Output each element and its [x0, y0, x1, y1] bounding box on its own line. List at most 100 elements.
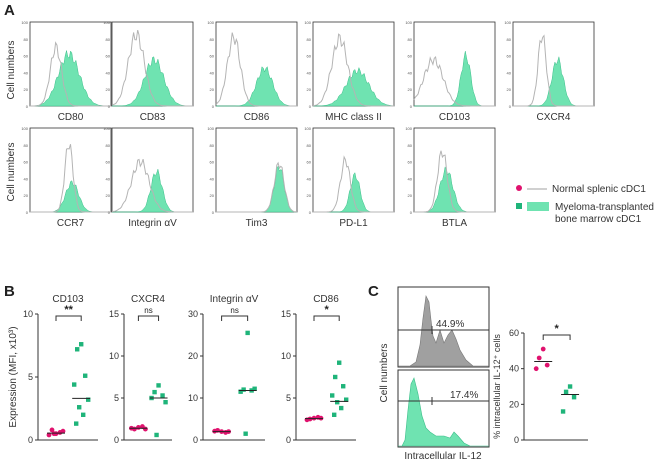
histogram-tick-label: 60 — [210, 54, 215, 59]
histogram-label: BTLA — [442, 218, 467, 229]
myeloma-point — [160, 393, 165, 398]
panel-c-top-frame — [397, 286, 490, 368]
histogram-tick-label: 0 — [309, 210, 312, 215]
histogram-mhc-class-ii: 0 20 40 60 80 100 MHC class II — [304, 20, 395, 123]
myeloma-point — [86, 397, 91, 402]
histogram-tick-label: 60 — [408, 160, 413, 165]
y-tick-label: 0 — [286, 435, 291, 445]
histogram-tick-label: 60 — [106, 160, 111, 165]
histogram-tick-label: 20 — [106, 193, 111, 198]
histogram-tick-label: 40 — [24, 70, 29, 75]
histogram-tick-label: 40 — [307, 176, 312, 181]
panel-a-row1-ylabel: Cell numbers — [6, 41, 17, 100]
histogram-tick-label: 40 — [307, 70, 312, 75]
myeloma-point — [72, 382, 77, 387]
histogram-tick-label: 80 — [210, 143, 215, 148]
y-tick-label: 0 — [114, 435, 119, 445]
legend-myeloma-label-2: bone marrow cDC1 — [555, 214, 642, 225]
scatter--intracellular-il-12-cells: 0 20 40 60 % intracellular IL-12⁺ cells * — [492, 323, 588, 445]
y-tick-label: 0 — [193, 435, 198, 445]
scatter-title: CXCR4 — [131, 294, 165, 305]
legend-normal-marker — [516, 185, 522, 191]
histogram-tick-label: 100 — [304, 20, 311, 25]
y-tick-label: 10 — [188, 393, 198, 403]
scatter-title: Integrin αV — [210, 294, 259, 305]
histogram-tick-label: 40 — [408, 176, 413, 181]
histogram-label: CXCR4 — [537, 112, 571, 123]
histogram-label: MHC class II — [325, 112, 382, 123]
panel-c-top-gate-label: 44.9% — [436, 319, 464, 330]
panel-c-bottom-gate-label: 17.4% — [450, 390, 478, 401]
panel-letter-b: B — [4, 283, 15, 300]
histogram-tick-label: 100 — [207, 126, 214, 131]
histogram-tick-label: 20 — [307, 193, 312, 198]
histogram-tick-label: 40 — [210, 70, 215, 75]
myeloma-point — [163, 400, 168, 405]
panel-a-row2-ylabel: Cell numbers — [6, 143, 17, 202]
myeloma-point — [567, 384, 573, 389]
histogram-label: Integrin αV — [128, 218, 177, 229]
myeloma-point — [79, 342, 84, 347]
histogram-tick-label: 20 — [408, 87, 413, 92]
normal-histogram — [30, 41, 111, 107]
histogram-tick-label: 20 — [408, 193, 413, 198]
y-tick-label: 15 — [109, 309, 119, 319]
y-tick-label: 20 — [188, 351, 198, 361]
y-tick-label: 30 — [188, 309, 198, 319]
scatter-cd103: 0 5 10 CD103** — [23, 294, 98, 445]
myeloma-histogram — [29, 50, 111, 107]
myeloma-histogram — [216, 66, 297, 107]
legend-myeloma-marker — [516, 203, 522, 209]
significance-label: ns — [230, 306, 238, 315]
histogram-label: CCR7 — [57, 218, 85, 229]
myeloma-point — [81, 412, 86, 417]
histogram-tick-label: 0 — [410, 210, 413, 215]
panel-c-bottom-histogram — [398, 377, 489, 447]
histogram-pd-l1: 0 20 40 60 80 100 PD-L1 — [304, 126, 395, 229]
histogram-tick-label: 80 — [24, 143, 29, 148]
histogram-cd80: 0 20 40 60 80 100 CD80 — [21, 20, 112, 123]
histogram-tick-label: 80 — [307, 37, 312, 42]
panel-c-bottom-frame — [397, 369, 490, 448]
normal-point — [49, 427, 55, 433]
histogram-tick-label: 20 — [507, 87, 512, 92]
histogram-tick-label: 80 — [210, 37, 215, 42]
normal-histogram — [30, 144, 111, 213]
y-tick-label: 10 — [281, 351, 291, 361]
histogram-tick-label: 0 — [26, 210, 29, 215]
myeloma-point — [154, 432, 159, 438]
histogram-cd86: 0 20 40 60 80 100 CD86 — [207, 20, 298, 123]
significance-label: ns — [144, 306, 152, 315]
histogram-tick-label: 20 — [210, 87, 215, 92]
histogram-tick-label: 80 — [408, 37, 413, 42]
y-tick-label: 5 — [286, 393, 291, 403]
histogram-tick-label: 0 — [410, 104, 413, 109]
histogram-tick-label: 100 — [207, 20, 214, 25]
myeloma-point — [339, 405, 344, 411]
scatter-charts: 0510CD103**051015CXCR4ns0102030Integrin … — [23, 294, 588, 445]
panel-letter-c: C — [368, 283, 379, 300]
histogram-frame — [413, 21, 496, 107]
myeloma-point — [241, 387, 246, 392]
histogram-tick-label: 100 — [103, 20, 110, 25]
histogram-tick-label: 100 — [405, 20, 412, 25]
myeloma-point — [156, 383, 161, 388]
histogram-tick-label: 100 — [103, 126, 110, 131]
scatter-title: CD103 — [52, 294, 84, 305]
myeloma-histogram — [414, 166, 495, 213]
significance-bracket — [221, 315, 249, 321]
myeloma-point — [75, 347, 80, 352]
normal-point — [60, 428, 66, 434]
histogram-grid: 0 20 40 60 80 100 CD80 0 20 40 60 80 100 CD83 0 20 40 60 8… — [21, 20, 595, 229]
panel-c-ylabel: Cell numbers — [379, 344, 390, 403]
scatter-ylabel: % intracellular IL-12⁺ cells — [492, 334, 502, 439]
histogram-tick-label: 0 — [309, 104, 312, 109]
myeloma-point — [335, 400, 340, 405]
normal-point — [536, 355, 542, 361]
significance-label: * — [554, 323, 559, 335]
histogram-tick-label: 0 — [108, 210, 111, 215]
myeloma-point — [330, 393, 335, 398]
histogram-tick-label: 80 — [24, 37, 29, 42]
